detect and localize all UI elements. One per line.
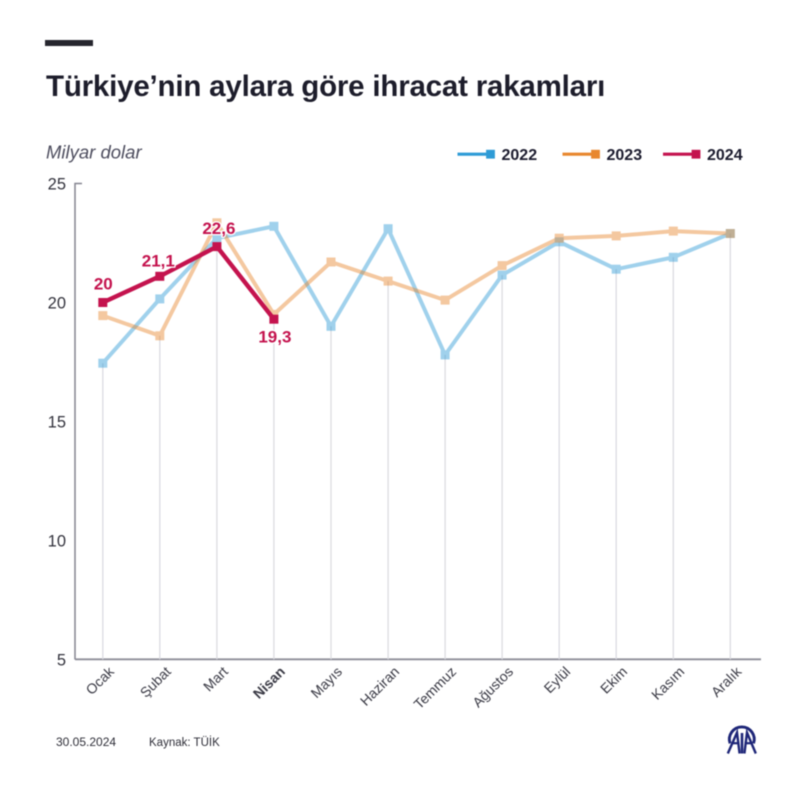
svg-text:2022: 2022: [502, 147, 538, 164]
svg-text:15: 15: [48, 413, 66, 431]
svg-text:19,3: 19,3: [258, 328, 291, 347]
svg-text:20: 20: [94, 275, 113, 294]
svg-text:Milyar dolar: Milyar dolar: [46, 142, 142, 163]
svg-text:5: 5: [57, 651, 66, 669]
svg-text:21,1: 21,1: [142, 252, 175, 271]
svg-text:2023: 2023: [607, 147, 643, 164]
svg-text:10: 10: [48, 532, 66, 550]
svg-text:Türkiye’nin aylara göre ihraca: Türkiye’nin aylara göre ihracat rakamlar…: [46, 70, 605, 103]
svg-text:2024: 2024: [707, 147, 743, 164]
svg-text:22,6: 22,6: [202, 219, 235, 238]
svg-text:20: 20: [48, 294, 66, 312]
svg-text:25: 25: [48, 175, 66, 193]
svg-text:Kaynak: TÜİK: Kaynak: TÜİK: [149, 736, 220, 749]
svg-text:30.05.2024: 30.05.2024: [56, 735, 116, 749]
